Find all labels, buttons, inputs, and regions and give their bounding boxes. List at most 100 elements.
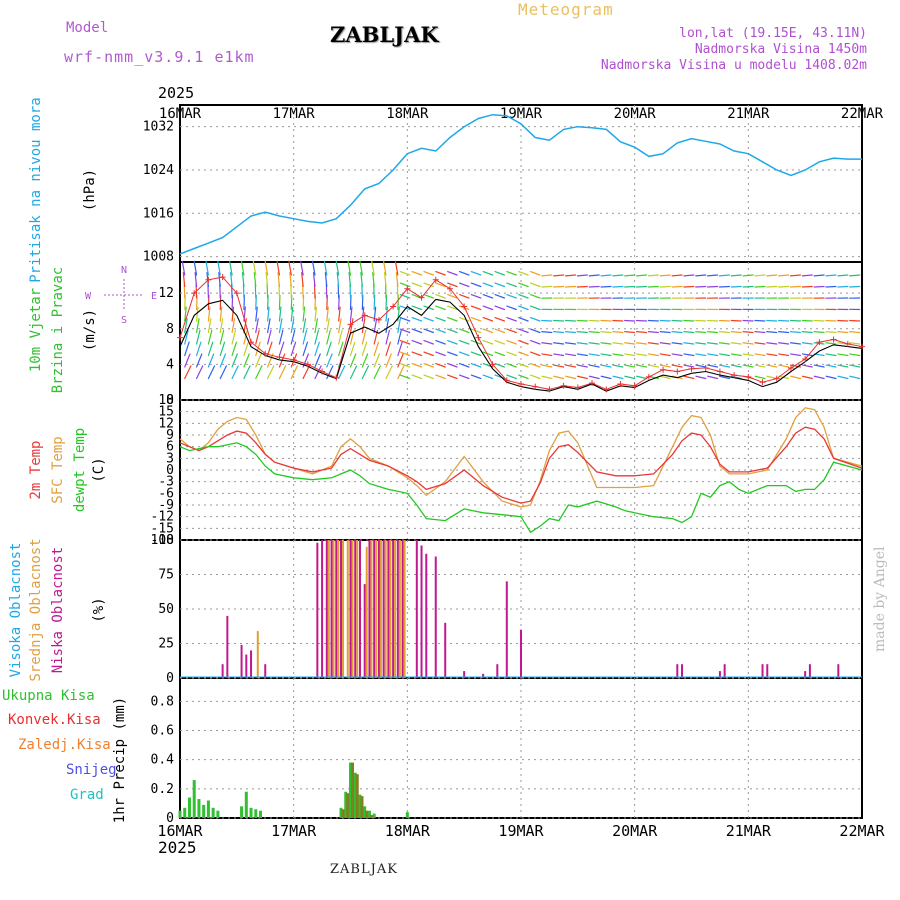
wind-arrow <box>790 375 802 380</box>
wind-arrow <box>683 274 695 277</box>
wind-arrow <box>336 271 340 288</box>
wind-arrow <box>302 318 307 334</box>
wind-arrow <box>458 316 470 322</box>
wind-arrow <box>243 341 249 357</box>
wind-arrow <box>754 364 766 368</box>
wind-arrow <box>399 270 411 276</box>
wind-arrow <box>600 274 612 277</box>
wind-arrow <box>494 328 506 334</box>
wind-arrow <box>314 341 320 357</box>
wind-arrow <box>255 318 259 334</box>
wind-arrow <box>231 365 239 380</box>
precip-label-snow: Snijeg <box>66 762 117 778</box>
wind-arrow <box>624 285 636 288</box>
wind-gust-marker <box>816 339 823 346</box>
wind-arrow <box>730 274 742 277</box>
wind-arrow <box>837 375 849 380</box>
cloud-unit: (%) <box>91 597 107 622</box>
wind-gust-marker <box>660 366 667 373</box>
wind-arrow <box>813 319 825 322</box>
wind-arrow <box>706 274 719 277</box>
wind-arrow <box>267 365 275 380</box>
pressure-unit: (hPa) <box>82 169 98 211</box>
wind-arrow <box>399 316 411 322</box>
wind-arrow <box>399 282 411 288</box>
wind-unit: (m/s) <box>82 309 98 351</box>
wind-gust-marker <box>333 374 340 381</box>
wind-arrow <box>423 328 434 334</box>
wind-arrow <box>494 282 506 288</box>
wind-arrow <box>506 270 517 276</box>
wind-arrow <box>837 331 849 334</box>
rain-total-bar <box>216 810 220 818</box>
wind-arrow <box>447 305 458 311</box>
wind-arrow <box>529 293 541 299</box>
y-tick-temperature: -12 <box>151 510 174 525</box>
wind-arrow <box>635 274 648 277</box>
wind-arrow <box>837 319 849 322</box>
wind-gust-marker <box>674 368 681 375</box>
wind-gust-marker <box>276 354 283 361</box>
wind-arrow <box>323 260 328 276</box>
wind-gust-marker <box>745 373 752 380</box>
wind-arrow <box>636 364 648 368</box>
wind-arrow <box>541 342 553 345</box>
wind-arrow <box>529 270 541 276</box>
precip-label-frozen: Zaledj.Kisa <box>18 737 111 753</box>
wind-arrow <box>184 353 191 368</box>
wind-arrow <box>647 285 659 288</box>
wind-arrow <box>219 341 226 357</box>
wind-arrow <box>612 319 624 322</box>
wind-arrow <box>447 339 458 345</box>
wind-arrow <box>553 331 565 334</box>
wind-arrow <box>394 260 399 276</box>
wind-arrow <box>411 351 423 357</box>
wind-arrow <box>255 329 260 345</box>
y-tick-temperature: 3 <box>166 451 174 466</box>
wind-arrow <box>290 318 295 334</box>
rain-total-bar <box>349 762 352 818</box>
wind-arrow <box>326 365 334 380</box>
wind-arrow <box>435 316 446 322</box>
y-tick-temperature: 12 <box>158 416 174 431</box>
wind-arrow <box>385 353 392 368</box>
wind-arrow <box>184 365 192 380</box>
wind-arrow <box>576 274 588 277</box>
wind-arrow <box>278 329 284 345</box>
wind-arrow <box>482 316 494 322</box>
wind-arrow <box>181 260 186 276</box>
wind-arrow <box>302 329 308 345</box>
wind-gust-marker <box>390 303 397 310</box>
y-tick-temperature: -3 <box>158 475 174 490</box>
wind-gust-marker <box>731 372 738 379</box>
wind-arrow <box>541 319 553 322</box>
wind-gust-marker <box>617 380 624 387</box>
rain-total-bar <box>353 772 357 818</box>
wind-arrow <box>825 342 837 345</box>
y-tick-temperature: 6 <box>166 440 174 455</box>
wind-ylabel-2: Brzina i Pravac <box>50 267 66 393</box>
rain-total-bar <box>405 812 409 818</box>
wind-arrow <box>541 285 553 288</box>
wind-arrow <box>553 364 565 368</box>
wind-arrow <box>541 364 553 368</box>
wind-arrow <box>624 353 636 357</box>
y-tick-pressure: 1008 <box>143 250 174 265</box>
wind-arrow <box>600 364 612 368</box>
wind-arrow <box>312 271 316 288</box>
wind-arrow <box>423 362 434 368</box>
wind-arrow <box>241 271 245 288</box>
wind-arrow <box>470 293 482 299</box>
wind-arrow <box>338 329 343 345</box>
wind-arrow <box>506 282 517 288</box>
wind-arrow <box>361 353 369 368</box>
wind-arrow <box>255 365 263 380</box>
wind-arrow <box>564 353 577 357</box>
cloud-ylabel-mid: Srednja Oblacnost <box>28 538 44 681</box>
wind-arrow <box>338 306 341 322</box>
wind-arrow <box>278 365 287 380</box>
wind-arrow <box>470 270 482 276</box>
wind-arrow <box>813 375 825 380</box>
wind-arrow <box>635 319 648 322</box>
wind-arrow <box>278 341 285 357</box>
